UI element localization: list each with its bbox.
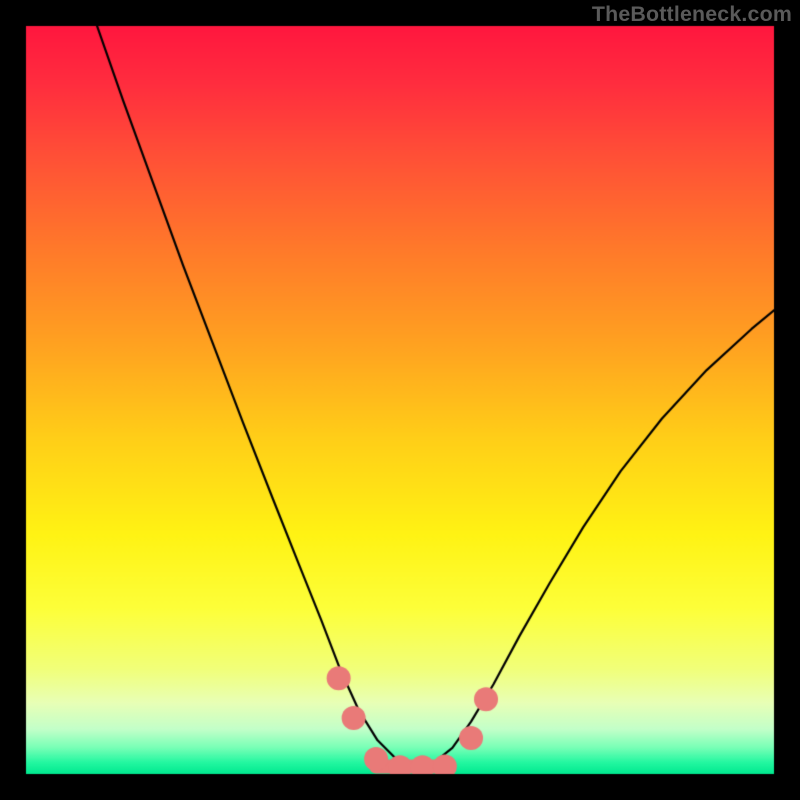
bottleneck-curve-chart	[0, 0, 800, 800]
chart-container: TheBottleneck.com	[0, 0, 800, 800]
